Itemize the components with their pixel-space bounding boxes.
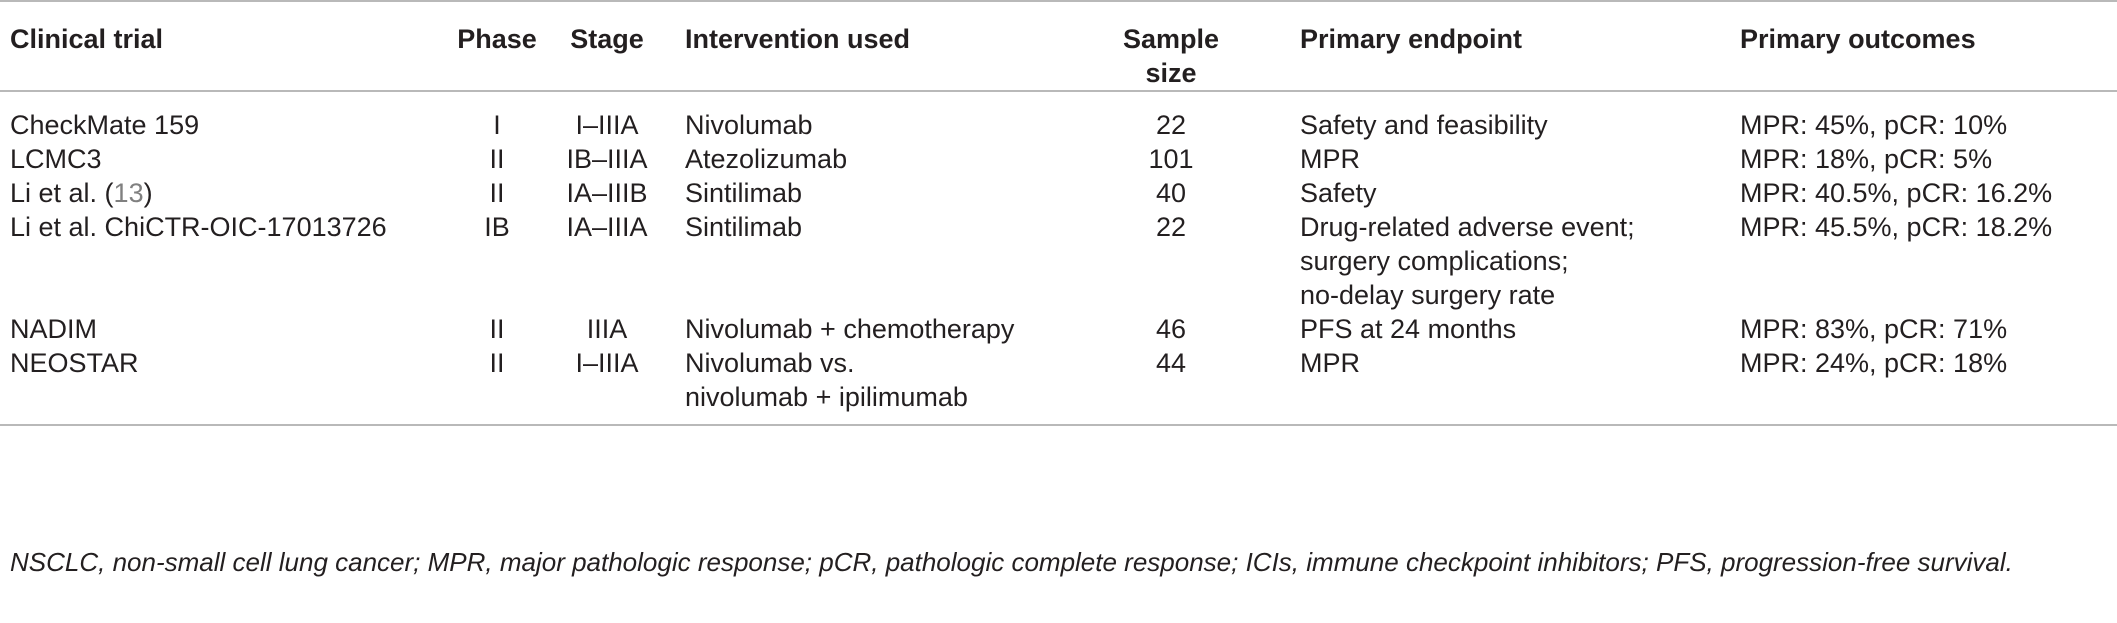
clinical-trials-table: Clinical trial Phase Stage Intervention … xyxy=(0,0,2117,425)
table-row: Li et al. ChiCTR-OIC-17013726 IB IA–IIIA… xyxy=(0,210,2117,312)
cell-endpoint: MPR xyxy=(1300,144,1360,174)
cell-phase: II xyxy=(489,348,505,378)
cell-stage: I–IIIA xyxy=(575,110,639,140)
cell-sample-size: 44 xyxy=(1155,348,1187,378)
header-stage: Stage xyxy=(542,0,672,92)
cell-outcomes: MPR: 18%, pCR: 5% xyxy=(1740,144,1993,174)
intervention-line: Nivolumab vs. xyxy=(685,348,855,378)
cell-endpoint: Safety xyxy=(1300,178,1377,208)
cell-sample-size: 101 xyxy=(1148,144,1194,174)
header-primary-endpoint: Primary endpoint xyxy=(1260,0,1710,92)
cell-outcomes: MPR: 45.5%, pCR: 18.2% xyxy=(1740,212,2053,242)
cell-stage: I–IIIA xyxy=(575,348,639,378)
table-header-row: Clinical trial Phase Stage Intervention … xyxy=(0,0,2117,92)
cell-sample-size: 46 xyxy=(1155,314,1187,344)
cell-trial: NEOSTAR xyxy=(10,348,139,378)
cell-endpoint: Safety and feasibility xyxy=(1300,110,1548,140)
cell-stage: IIIA xyxy=(586,314,628,344)
cell-phase: II xyxy=(489,314,505,344)
cell-intervention: Sintilimab xyxy=(685,212,803,242)
cell-intervention: Atezolizumab xyxy=(685,144,848,174)
table-row: NADIM II IIIA Nivolumab + chemotherapy 4… xyxy=(0,312,2117,346)
cell-outcomes: MPR: 83%, pCR: 71% xyxy=(1740,314,2008,344)
cell-intervention: Nivolumab vs. nivolumab + ipilimumab xyxy=(672,346,1082,425)
header-phase: Phase xyxy=(452,0,542,92)
cell-sample-size: 22 xyxy=(1155,110,1187,140)
cell-trial: LCMC3 xyxy=(10,144,102,174)
header-primary-outcomes: Primary outcomes xyxy=(1710,0,2117,92)
cell-intervention: Nivolumab xyxy=(685,110,813,140)
cell-stage: IA–IIIA xyxy=(566,212,648,242)
header-sample-size-line2: size xyxy=(1145,58,1197,88)
cell-phase: II xyxy=(489,144,505,174)
table-row: NEOSTAR II I–IIIA Nivolumab vs. nivoluma… xyxy=(0,346,2117,425)
header-intervention: Intervention used xyxy=(672,0,1082,92)
endpoint-line: no-delay surgery rate xyxy=(1300,280,1556,310)
cell-endpoint: MPR xyxy=(1300,348,1360,378)
cell-phase: I xyxy=(493,110,501,140)
table-row: Li et al. (13) II IA–IIIB Sintilimab 40 … xyxy=(0,176,2117,210)
intervention-line: nivolumab + ipilimumab xyxy=(685,382,968,412)
cell-trial: CheckMate 159 xyxy=(10,110,200,140)
cell-outcomes: MPR: 24%, pCR: 18% xyxy=(1740,348,2008,378)
cell-phase: IB xyxy=(484,212,510,242)
cell-sample-size: 22 xyxy=(1155,212,1187,242)
header-sample-size-line1: Sample xyxy=(1122,24,1220,54)
cell-intervention: Sintilimab xyxy=(685,178,803,208)
cell-phase: II xyxy=(489,178,505,208)
endpoint-line: Drug-related adverse event; xyxy=(1300,212,1635,242)
reference-link[interactable]: 13 xyxy=(113,178,144,208)
cell-sample-size: 40 xyxy=(1155,178,1187,208)
cell-outcomes: MPR: 40.5%, pCR: 16.2% xyxy=(1740,178,2053,208)
header-clinical-trial: Clinical trial xyxy=(0,0,452,92)
cell-trial: Li et al. ChiCTR-OIC-17013726 xyxy=(10,212,387,242)
cell-stage: IB–IIIA xyxy=(566,144,648,174)
table-row: LCMC3 II IB–IIIA Atezolizumab 101 MPR MP… xyxy=(0,142,2117,176)
cell-stage: IA–IIIB xyxy=(566,178,648,208)
cell-intervention: Nivolumab + chemotherapy xyxy=(685,314,1015,344)
cell-endpoint: Drug-related adverse event; surgery comp… xyxy=(1260,210,1710,312)
endpoint-line: surgery complications; xyxy=(1300,246,1569,276)
header-sample-size: Sample size xyxy=(1082,0,1260,92)
cell-trial: NADIM xyxy=(10,314,97,344)
cell-outcomes: MPR: 45%, pCR: 10% xyxy=(1740,110,2008,140)
table-footnote: NSCLC, non-small cell lung cancer; MPR, … xyxy=(10,547,2013,577)
table-row: CheckMate 159 I I–IIIA Nivolumab 22 Safe… xyxy=(0,91,2117,142)
cell-trial: Li et al. (13) xyxy=(10,178,153,208)
cell-endpoint: PFS at 24 months xyxy=(1300,314,1517,344)
